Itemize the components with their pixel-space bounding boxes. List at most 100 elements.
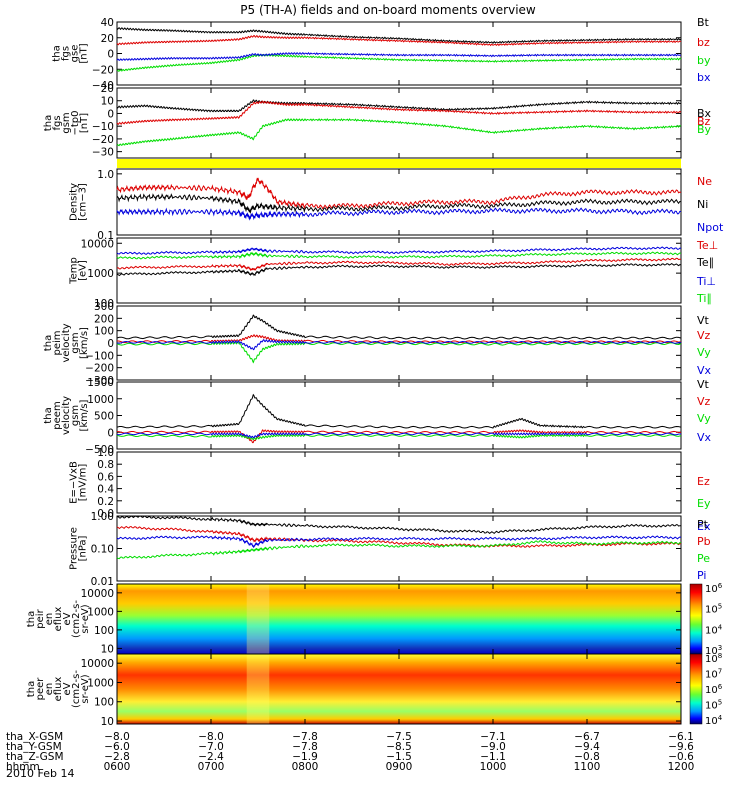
y-axis-label-line: E=−VxB [69, 461, 80, 504]
y-tick-label: 300 [94, 301, 114, 313]
ephemeris-value: −9.6 [668, 741, 694, 753]
ephemeris-value: −8.0 [198, 731, 224, 743]
ephemeris-row-label: tha_X-GSM [6, 731, 63, 743]
ephemeris-value: −1.5 [386, 751, 412, 763]
ephemeris-row-label: hhmm [6, 761, 40, 773]
ephemeris-value: 1200 [668, 761, 695, 773]
panel-efield: 1.00.80.60.40.20.0 E=−VxB[mV/m] Ez Ey Ex [69, 447, 711, 533]
y-tick-label: 10 [101, 96, 114, 108]
y-tick-label: 20 [101, 33, 114, 45]
y-tick-label: −20 [92, 134, 114, 146]
y-tick-label: 100 [94, 326, 114, 338]
ephemeris-value: −7.8 [292, 731, 318, 743]
series-line-fgs_gse-2 [116, 53, 682, 72]
panel-frame [116, 21, 682, 86]
y-tick-label: 100 [94, 625, 114, 637]
y-axis-label-line: −tp0 [70, 110, 81, 135]
series-line-pressure-2 [116, 540, 682, 560]
legend-label: Pt [697, 518, 709, 531]
series-line-density-2 [116, 207, 682, 221]
panel-peim: 3002001000−100−200−300thapeimvelocitygsm… [43, 301, 712, 387]
series-line-fgs_gse-1 [116, 34, 682, 47]
legend-label: Vy [697, 346, 711, 359]
spectrogram-peir [117, 584, 681, 654]
series-line-temperature-1 [116, 263, 682, 277]
y-tick-label: 1500 [87, 377, 114, 389]
y-axis-label-line: tha [43, 115, 54, 131]
panel-temperature: 10000 1000 100 Temp[eV] Te⊥ Te∥ Ti⊥ Ti∥ [69, 237, 718, 310]
y-axis-label-line: tha [43, 407, 54, 423]
colorbar-tick-label: 108 [705, 652, 722, 665]
series-line-fgs_gse-3 [116, 52, 682, 61]
y-axis-label-line: Temp [69, 257, 80, 285]
series-line-density-1 [116, 193, 682, 215]
y-axis-label-line: gsm [70, 405, 81, 426]
ephemeris-value: −6.7 [574, 731, 600, 743]
series-line-density-0 [116, 177, 682, 210]
ephemeris-value: −8.5 [386, 741, 412, 753]
plot-title: P5 (TH-A) fields and on-board moments ov… [240, 3, 536, 17]
spectrogram-event-band [246, 584, 270, 654]
spectrogram-event-band [246, 654, 270, 724]
y-tick-label: 100 [94, 697, 114, 709]
ephemeris-value: −0.6 [668, 751, 694, 763]
y-tick-label: −300 [85, 375, 114, 387]
y-tick-label: 0 [107, 338, 114, 350]
y-tick-label: 1000 [87, 677, 114, 689]
y-axis-label-line: velocity [61, 323, 72, 362]
y-axis-label-line: (cm2-s- [71, 600, 82, 638]
ephemeris-value: −2.8 [104, 751, 130, 763]
y-axis-label-line: peer [35, 677, 46, 701]
legend-label: Ex [697, 520, 711, 533]
y-axis-label-line: Pressure [69, 527, 80, 570]
ephemeris-value: 1000 [480, 761, 507, 773]
ephemeris-value: −7.0 [198, 741, 224, 753]
y-tick-label: 0.01 [91, 576, 114, 588]
colorbar-tick-label: 105 [705, 603, 722, 616]
legend-label: Te∥ [696, 256, 714, 269]
y-tick-label: 0.6 [97, 471, 114, 483]
series-line-temperature-3 [116, 251, 682, 260]
y-tick-label: 20 [101, 83, 114, 95]
legend-label: Ti⊥ [696, 275, 716, 288]
panel-frame [116, 381, 682, 450]
colorbar-tick-label: 103 [705, 644, 722, 657]
series-line-temperature-0 [116, 257, 681, 272]
y-axis-label-line: fgs [61, 46, 72, 61]
y-axis-label-line: sr-eV) [80, 604, 91, 633]
panel-frame [116, 237, 682, 304]
ephemeris-value: −2.4 [198, 751, 224, 763]
y-axis-label-line: eV [62, 612, 73, 625]
series-line-peem-0 [116, 393, 682, 429]
legend-label: Pb [697, 535, 711, 548]
y-tick-label: −100 [85, 350, 114, 362]
legend-label: Pi [697, 569, 706, 582]
ephemeris-value: 1100 [574, 761, 601, 773]
ephemeris-value: −7.5 [386, 731, 412, 743]
y-tick-label: 0 [107, 49, 114, 61]
legend-label: Ez [697, 475, 710, 488]
y-axis-label-line: peir [35, 608, 46, 628]
colorbar-tick-label: 106 [705, 582, 723, 595]
y-axis-label-line: velocity [61, 396, 72, 435]
y-tick-label: 0 [107, 108, 114, 120]
y-tick-label: −200 [85, 363, 114, 375]
y-axis-label-line: eflux [53, 677, 64, 702]
series-line-pressure-1 [116, 525, 682, 548]
y-axis-label-line: [km/s] [79, 399, 90, 431]
series-line-peim-3 [116, 339, 682, 351]
y-tick-label: −20 [92, 64, 114, 76]
legend-label: bz [697, 36, 710, 49]
legend-label: Ti∥ [696, 292, 712, 305]
ephemeris-value: −6.0 [104, 741, 130, 753]
y-axis-label-line: tha [26, 611, 37, 627]
legend-label: Pe [697, 552, 710, 565]
y-axis-label-line: [eV] [78, 260, 89, 281]
ephemeris-value: −1.9 [292, 751, 318, 763]
